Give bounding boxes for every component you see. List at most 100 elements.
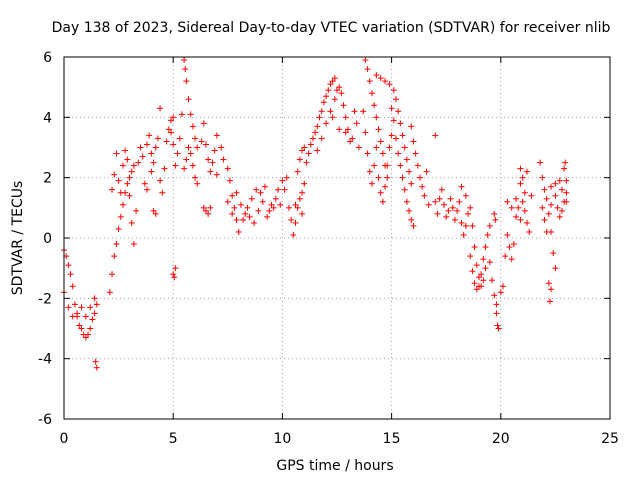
data-point — [296, 195, 303, 202]
data-point — [528, 192, 535, 199]
data-point — [521, 207, 528, 214]
data-point — [403, 156, 410, 163]
data-point — [159, 189, 166, 196]
data-point — [491, 210, 498, 217]
data-point — [205, 210, 212, 217]
data-point — [558, 186, 565, 193]
data-point — [484, 231, 491, 238]
data-point — [375, 174, 382, 181]
data-point — [314, 123, 321, 130]
data-point — [157, 177, 164, 184]
x-tick-label: 20 — [492, 431, 510, 447]
data-point — [137, 144, 144, 151]
data-point — [161, 165, 168, 172]
data-point — [506, 244, 513, 251]
y-tick-label: -2 — [38, 291, 52, 307]
data-point — [441, 201, 448, 208]
data-point — [194, 180, 201, 187]
data-point — [382, 78, 389, 85]
data-point — [152, 210, 159, 217]
data-point — [275, 186, 282, 193]
data-point — [390, 87, 397, 94]
data-point — [183, 78, 190, 85]
data-point — [168, 117, 175, 124]
data-point — [109, 271, 116, 278]
data-point — [316, 114, 323, 121]
data-point — [182, 66, 189, 73]
data-point — [202, 141, 209, 148]
y-tick-label: 4 — [43, 110, 52, 126]
data-point — [277, 201, 284, 208]
data-point — [87, 325, 94, 332]
data-point — [508, 256, 515, 263]
data-point — [451, 216, 458, 223]
data-point — [213, 132, 220, 139]
data-point — [373, 72, 380, 79]
data-point — [493, 301, 500, 308]
data-point — [432, 198, 439, 205]
data-point — [362, 57, 369, 64]
y-tick-label: 0 — [43, 231, 52, 247]
data-point — [537, 159, 544, 166]
data-point — [172, 265, 179, 272]
data-point — [412, 150, 419, 157]
data-point — [318, 108, 325, 115]
data-point — [205, 156, 212, 163]
plot-frame — [63, 56, 611, 420]
data-point — [119, 201, 126, 208]
data-point — [270, 204, 277, 211]
data-point — [141, 180, 148, 187]
data-point — [366, 78, 373, 85]
data-point — [377, 75, 384, 82]
data-point — [283, 174, 290, 181]
data-point — [148, 168, 155, 175]
data-point — [74, 310, 81, 317]
data-point — [456, 198, 463, 205]
data-point — [133, 207, 140, 214]
data-point — [425, 201, 432, 208]
data-point — [288, 216, 295, 223]
data-point — [194, 144, 201, 151]
data-point — [111, 253, 118, 260]
data-point — [563, 177, 570, 184]
data-point — [563, 198, 570, 205]
data-point — [106, 289, 113, 296]
data-point — [548, 183, 555, 190]
data-point — [419, 183, 426, 190]
data-point — [491, 292, 498, 299]
data-point — [292, 219, 299, 226]
data-point — [124, 156, 131, 163]
data-point — [93, 364, 100, 371]
data-point — [314, 147, 321, 154]
data-point — [379, 150, 386, 157]
data-point — [373, 114, 380, 121]
data-point — [388, 105, 395, 112]
data-point — [397, 120, 404, 127]
data-point — [541, 186, 548, 193]
data-point — [517, 180, 524, 187]
data-point — [301, 180, 308, 187]
data-point — [558, 207, 565, 214]
y-tick-label: -6 — [38, 412, 52, 428]
data-point — [395, 108, 402, 115]
data-point — [130, 162, 137, 169]
data-point — [492, 216, 499, 223]
data-point — [469, 222, 476, 229]
data-point — [323, 93, 330, 100]
data-point — [443, 213, 450, 220]
data-point — [438, 186, 445, 193]
data-point — [124, 180, 131, 187]
data-point — [231, 204, 238, 211]
data-point — [342, 129, 349, 136]
data-point — [362, 129, 369, 136]
data-point — [504, 231, 511, 238]
data-point — [91, 295, 98, 302]
data-point — [152, 144, 159, 151]
data-point — [462, 192, 469, 199]
data-point — [524, 168, 531, 175]
data-point — [410, 222, 417, 229]
data-point — [494, 322, 501, 329]
data-point — [115, 225, 122, 232]
data-point — [154, 135, 161, 142]
data-point — [171, 274, 178, 281]
